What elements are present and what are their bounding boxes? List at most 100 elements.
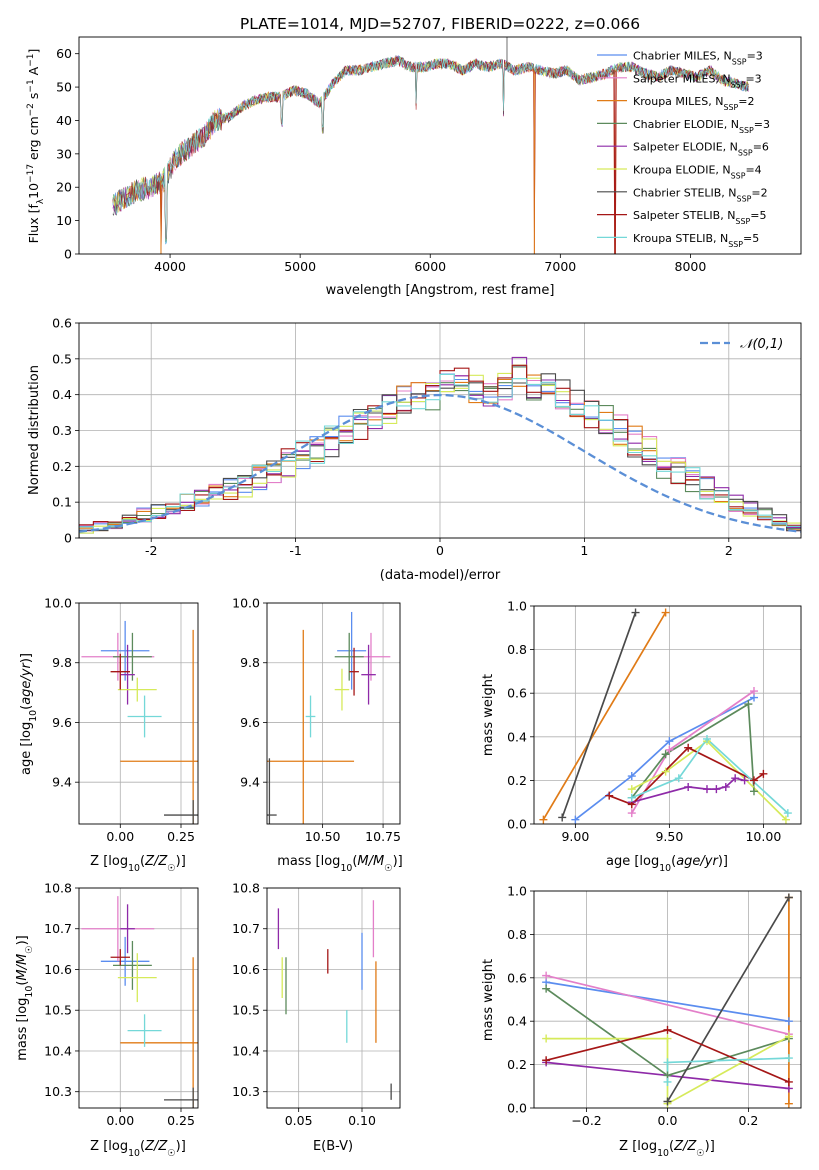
series-marker xyxy=(784,1099,793,1108)
y-axis-label: mass weight xyxy=(481,674,496,756)
label-part: )] xyxy=(176,854,186,869)
x-tick-label: 0.25 xyxy=(167,1113,195,1128)
series-marker xyxy=(749,776,758,785)
label-part: Kroupa MILES, N xyxy=(633,95,723,108)
label-part: ☉ xyxy=(167,863,175,874)
label-part: =3 xyxy=(754,118,770,131)
axes-frame xyxy=(266,887,401,1109)
y-tick-label: 0.4 xyxy=(507,729,527,744)
series-marker xyxy=(684,782,693,791)
label-part: ( xyxy=(140,854,145,869)
label-part: )] xyxy=(393,854,403,869)
label-part: ( xyxy=(19,705,34,710)
label-part: mass [log xyxy=(15,998,30,1061)
y-tick-label: 1.0 xyxy=(507,599,527,614)
series-marker xyxy=(571,815,580,824)
axes-age_vs_Z: 0.00 0.259.49.69.810.0Z [log10(Z/Z☉)]age … xyxy=(19,596,199,874)
figure-title: PLATE=1014, MJD=52707, FIBERID=0222, z=0… xyxy=(240,15,640,33)
y-tick-label: 10.5 xyxy=(232,1003,260,1018)
label-part: )] xyxy=(718,854,728,869)
series-marker xyxy=(627,809,636,818)
series-marker xyxy=(627,772,636,781)
label-part: ( xyxy=(669,1139,674,1154)
label-part: SSP xyxy=(738,148,753,157)
label-part: age/yr xyxy=(676,854,719,869)
label-part: SSP xyxy=(731,171,746,180)
legend-entry: Chabrier ELODIE, NSSP=3 xyxy=(633,118,770,134)
series-marker xyxy=(663,1058,672,1067)
series-marker xyxy=(542,971,551,980)
label-part: −1 xyxy=(26,79,36,92)
label-part: SSP xyxy=(732,57,747,66)
y-tick-label: 0.6 xyxy=(507,686,527,701)
label-part: Salpeter STELIB, N xyxy=(633,209,735,222)
axes-residuals: -2 -1 0 1 2 0 0.1 0.2 0.3 0.4 0.5 0.6 (data-model)/e… xyxy=(27,316,802,583)
label-part: Kroupa ELODIE, N xyxy=(633,164,731,177)
series-marker xyxy=(744,700,753,709)
x-axis-label: mass [log10(M/M☉)] xyxy=(277,854,403,874)
legend-entry: 𝒩(0,1) xyxy=(740,337,783,352)
x-tick-label: −0.2 xyxy=(571,1113,601,1128)
label-part: Z/Z xyxy=(673,1139,697,1154)
label-part: M/M xyxy=(357,854,384,869)
x-tick-label: 0.0 xyxy=(658,1113,678,1128)
label-part: Chabrier ELODIE, N xyxy=(633,118,739,131)
series-marker xyxy=(661,608,670,617)
label-part: Flux [f xyxy=(26,204,41,244)
series-marker xyxy=(539,815,548,824)
series-line xyxy=(666,897,790,1102)
series-marker xyxy=(558,813,567,822)
label-part: ☉ xyxy=(167,1148,175,1159)
series-marker xyxy=(784,1077,793,1086)
axes-frame xyxy=(533,890,802,1109)
label-part: SSP xyxy=(735,217,750,226)
legend-entry: Chabrier STELIB, NSSP=2 xyxy=(633,186,768,203)
label-part: Chabrier MILES, N xyxy=(633,50,732,63)
legend-entry: Kroupa STELIB, NSSP=5 xyxy=(633,232,759,249)
axes-age_vs_mass: 10.50 10.75 9.4 9.6 9.8 10.0 mass [log10(M/M☉)… xyxy=(232,596,403,874)
label-part: mass [log xyxy=(277,854,340,869)
legend-entry: Salpeter MILES, NSSP=3 xyxy=(633,72,762,89)
series-marker xyxy=(661,767,670,776)
y-tick-label: 9.4 xyxy=(240,775,260,790)
label-part: )] xyxy=(705,1139,715,1154)
series-line xyxy=(631,737,789,814)
series-marker xyxy=(663,1025,672,1034)
legend-entry: Chabrier MILES, NSSP=3 xyxy=(633,50,763,67)
label-part: 10 xyxy=(28,710,39,722)
y-tick-label: 1.0 xyxy=(507,884,527,899)
y-tick-label: 9.8 xyxy=(52,655,72,670)
y-tick-label: 30 xyxy=(56,146,72,161)
y-tick-label: 0.3 xyxy=(52,423,72,438)
series-marker xyxy=(542,1034,551,1043)
x-tick-label: 0.25 xyxy=(167,829,195,844)
series-line xyxy=(542,612,667,821)
label-part: =5 xyxy=(750,209,766,222)
label-part: )] xyxy=(19,653,34,663)
y-tick-label: 10.5 xyxy=(44,1003,72,1018)
label-part: SSP xyxy=(739,125,754,134)
label-part: Z [log xyxy=(90,854,128,869)
label-part: ( xyxy=(671,854,676,869)
series-marker xyxy=(663,1097,672,1106)
plot-area-mass_vs_ebv xyxy=(277,900,392,1100)
x-tick-label: 8000 xyxy=(675,259,707,274)
x-axis-label: Z [log10(Z/Z☉)] xyxy=(90,854,186,874)
label-part: =2 xyxy=(738,95,754,108)
label-part: ☉ xyxy=(384,863,392,874)
label-part: λ xyxy=(36,198,46,204)
x-tick-label: -2 xyxy=(145,543,157,558)
x-axis-label: Z [log10(Z/Z☉)] xyxy=(619,1139,715,1159)
x-tick-label: 0.00 xyxy=(106,829,134,844)
y-tick-label: 10.7 xyxy=(232,921,260,936)
label-part: s xyxy=(26,93,41,104)
label-part: Kroupa STELIB, N xyxy=(633,232,728,245)
series-marker xyxy=(631,608,640,617)
series-line xyxy=(561,612,637,818)
series-line xyxy=(574,696,755,821)
y-tick-label: 0.0 xyxy=(507,1101,527,1116)
series-marker xyxy=(702,785,711,794)
x-tick-label: 1 xyxy=(580,543,588,558)
axes-weight_vs_age: 9.00 9.50 10.00 0.0 0.2 0.4 0.6 0.8 1.0 age [log1… xyxy=(481,599,802,874)
